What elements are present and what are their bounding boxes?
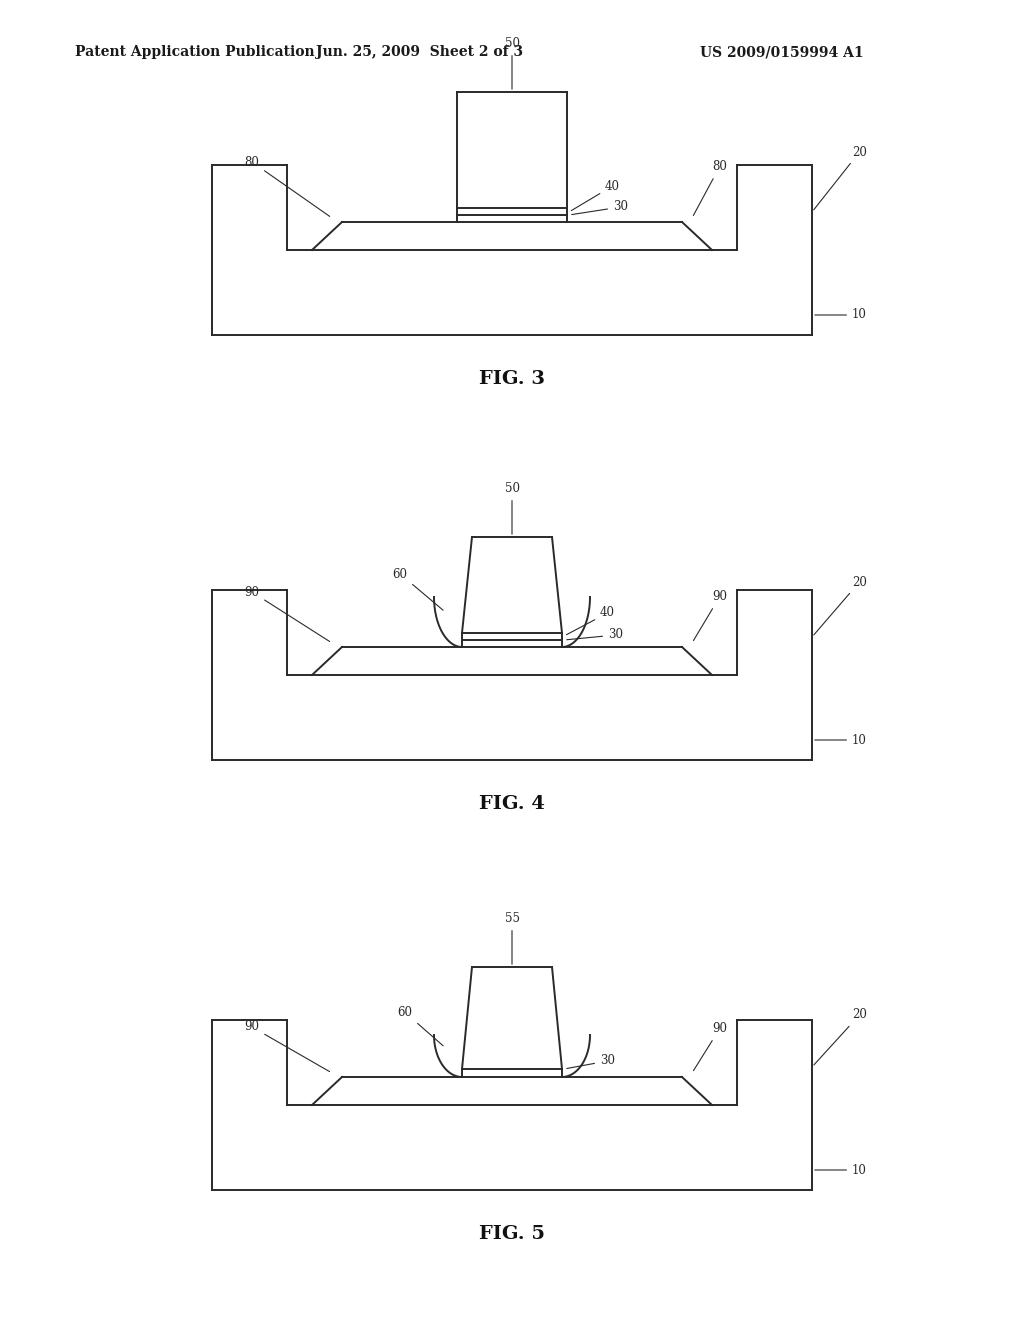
Text: 90: 90 <box>693 1023 727 1071</box>
Text: 60: 60 <box>392 568 443 610</box>
Text: 80: 80 <box>245 156 330 216</box>
Text: 20: 20 <box>814 145 867 210</box>
Text: 90: 90 <box>245 586 330 642</box>
Text: 30: 30 <box>571 201 628 215</box>
Text: 50: 50 <box>505 482 519 535</box>
Text: 20: 20 <box>814 576 867 635</box>
Text: 10: 10 <box>815 1163 867 1176</box>
Text: 30: 30 <box>566 628 623 642</box>
Text: 90: 90 <box>245 1020 330 1072</box>
Text: FIG. 3: FIG. 3 <box>479 370 545 388</box>
Text: 90: 90 <box>693 590 727 640</box>
Text: 10: 10 <box>815 309 867 322</box>
Text: Patent Application Publication: Patent Application Publication <box>75 45 314 59</box>
Text: FIG. 5: FIG. 5 <box>479 1225 545 1243</box>
Text: US 2009/0159994 A1: US 2009/0159994 A1 <box>700 45 863 59</box>
Text: 30: 30 <box>566 1055 615 1068</box>
Text: 50: 50 <box>505 37 519 90</box>
Text: 10: 10 <box>815 734 867 747</box>
Text: 80: 80 <box>693 161 727 215</box>
Text: 40: 40 <box>571 180 620 211</box>
Text: FIG. 4: FIG. 4 <box>479 795 545 813</box>
Text: 55: 55 <box>505 912 519 964</box>
Text: Jun. 25, 2009  Sheet 2 of 3: Jun. 25, 2009 Sheet 2 of 3 <box>316 45 523 59</box>
Text: 20: 20 <box>814 1008 867 1065</box>
Text: 40: 40 <box>566 606 615 635</box>
Text: 60: 60 <box>397 1006 443 1045</box>
